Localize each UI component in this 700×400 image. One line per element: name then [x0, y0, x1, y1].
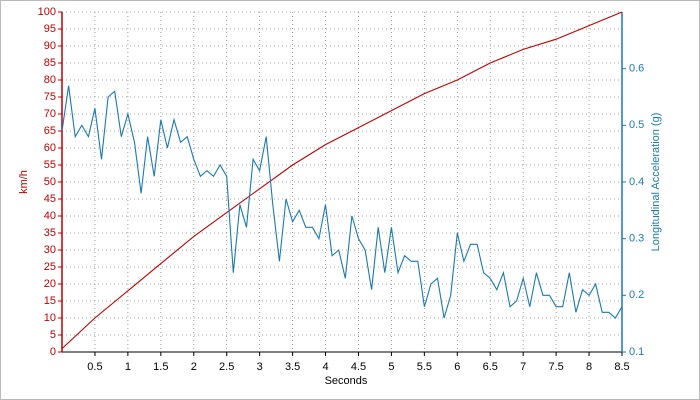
- x-tick-label: 0.5: [87, 361, 102, 373]
- y-tick-label: 85: [44, 57, 56, 69]
- y-tick-label: 75: [44, 91, 56, 103]
- y-tick-label: 25: [44, 261, 56, 273]
- y2-tick-label: 0.2: [629, 289, 644, 301]
- y2-tick-label: 0.1: [629, 346, 644, 358]
- y2-tick-label: 0.6: [629, 63, 644, 75]
- y-tick-label: 30: [44, 244, 56, 256]
- y-tick-label: 40: [44, 210, 56, 222]
- x-tick-label: 4: [322, 361, 328, 373]
- y-tick-label: 100: [38, 6, 56, 18]
- x-tick-label: 5: [388, 361, 394, 373]
- data-line: [61, 11, 623, 350]
- x-tick-label: 7.5: [548, 361, 563, 373]
- x-tick-label: 3: [257, 361, 263, 373]
- y-tick-label: 60: [44, 142, 56, 154]
- y-tick-label: 55: [44, 159, 56, 171]
- x-tick-label: 7: [520, 361, 526, 373]
- x-tick-label: 1.5: [153, 361, 168, 373]
- y-tick-label: 80: [44, 74, 56, 86]
- x-tick-label: 3.5: [285, 361, 300, 373]
- y2-tick-label: 0.4: [629, 176, 644, 188]
- x-tick-label: 4.5: [351, 361, 366, 373]
- y-tick-label: 15: [44, 295, 56, 307]
- y-tick-label: 50: [44, 176, 56, 188]
- y-tick-label: 95: [44, 23, 56, 35]
- y-tick-label: 65: [44, 125, 56, 137]
- x-tick-label: 6.5: [483, 361, 498, 373]
- x-axis-label: Seconds: [325, 375, 368, 387]
- x-tick-label: 2.5: [219, 361, 234, 373]
- y-tick-label: 35: [44, 227, 56, 239]
- data-line: [61, 85, 623, 319]
- y-tick-label: 0: [50, 346, 56, 358]
- x-tick-label: 1: [125, 361, 131, 373]
- y-tick-label: 45: [44, 193, 56, 205]
- x-tick-label: 8.5: [614, 361, 629, 373]
- y-tick-label: 5: [50, 329, 56, 341]
- y2-tick-label: 0.5: [629, 119, 644, 131]
- y-tick-label: 20: [44, 278, 56, 290]
- y-tick-label: 70: [44, 108, 56, 120]
- y2-tick-label: 0.3: [629, 233, 644, 245]
- y-axis-label: km/h: [18, 170, 30, 194]
- x-tick-label: 8: [586, 361, 592, 373]
- y2-axis-label: Longitudinal Acceleration (g): [650, 113, 662, 252]
- y-tick-label: 10: [44, 312, 56, 324]
- x-tick-label: 5.5: [417, 361, 432, 373]
- x-tick-label: 6: [454, 361, 460, 373]
- x-tick-label: 2: [191, 361, 197, 373]
- y-tick-label: 90: [44, 40, 56, 52]
